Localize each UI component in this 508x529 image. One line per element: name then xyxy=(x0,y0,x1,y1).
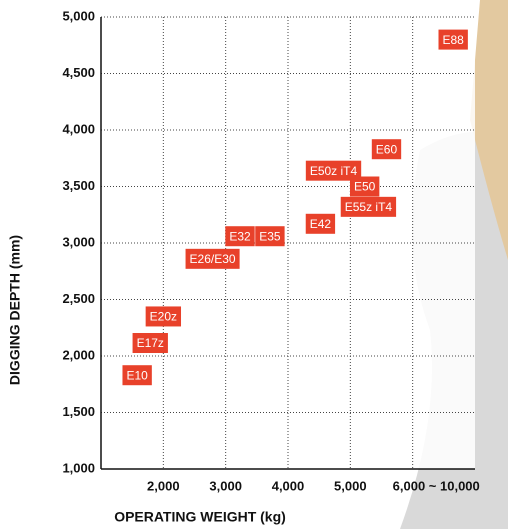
y-tick-label: 2,500 xyxy=(62,291,95,306)
point-box xyxy=(305,160,362,181)
point-box xyxy=(349,176,380,197)
x-tick-label: 4,000 xyxy=(272,478,305,493)
point-label: E50z iT4 xyxy=(310,164,358,178)
point-box xyxy=(145,306,182,327)
point-label: E10 xyxy=(126,368,148,382)
point-label: E50 xyxy=(354,180,376,194)
point-box xyxy=(132,333,168,354)
point-label: E17z xyxy=(137,336,164,350)
background-accent xyxy=(470,0,508,260)
y-tick-label: 1,500 xyxy=(62,404,95,419)
y-tick-label: 2,000 xyxy=(62,347,95,362)
point-label: E55z iT4 xyxy=(345,200,393,214)
y-tick-label: 5,000 xyxy=(62,8,95,23)
point-box xyxy=(340,196,397,217)
point-label: E42 xyxy=(310,217,332,231)
point-box xyxy=(305,213,336,234)
y-tick-label: 1,000 xyxy=(62,460,95,475)
point-box xyxy=(438,29,468,50)
x-tick-label: 5,000 xyxy=(334,478,367,493)
point-label: E26/E30 xyxy=(190,252,236,266)
point-label: E60 xyxy=(376,142,398,156)
y-tick-label: 3,000 xyxy=(62,234,95,249)
point-box xyxy=(371,139,402,160)
point-label: E20z xyxy=(150,310,177,324)
point-box xyxy=(225,226,255,247)
y-axis-title: DIGGING DEPTH (mm) xyxy=(7,235,23,385)
y-tick-label: 4,500 xyxy=(62,65,95,80)
point-box xyxy=(185,248,240,269)
y-tick-label: 4,000 xyxy=(62,121,95,136)
point-box xyxy=(122,365,152,386)
point-label: E88 xyxy=(443,33,465,47)
x-axis-title: OPERATING WEIGHT (kg) xyxy=(114,509,286,525)
x-tick-label: 2,000 xyxy=(147,478,180,493)
point-box xyxy=(255,226,285,247)
point-label: E32 xyxy=(229,229,251,243)
x-tick-label: 3,000 xyxy=(209,478,242,493)
point-label: E35 xyxy=(259,229,281,243)
y-tick-label: 3,500 xyxy=(62,178,95,193)
x-tick-label: 6,000 ~ 10,000 xyxy=(393,478,480,493)
